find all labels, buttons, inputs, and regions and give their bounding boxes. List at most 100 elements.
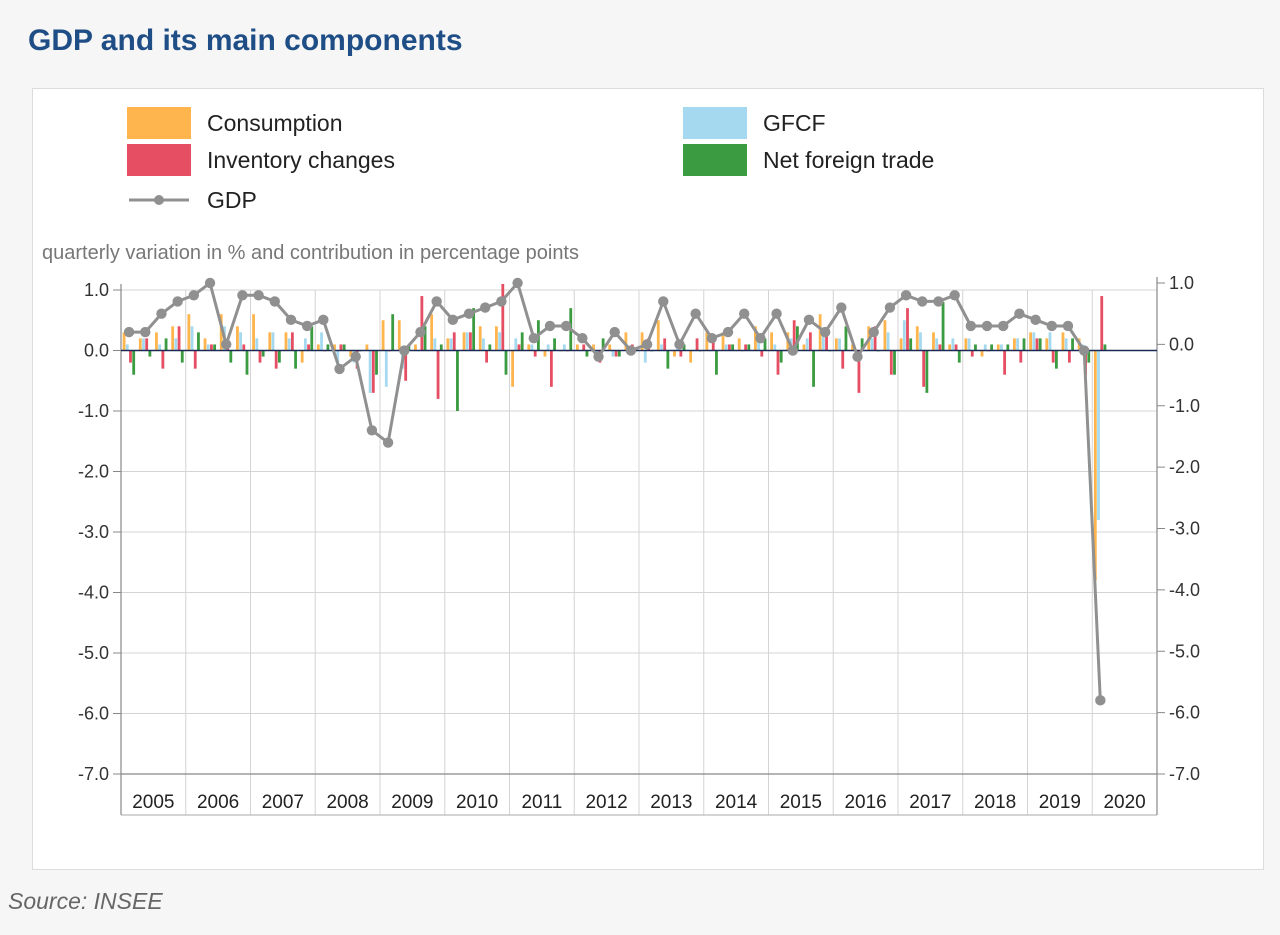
- bar-gfcf: [1032, 332, 1036, 351]
- legend-item-gfcf[interactable]: GFCF: [683, 107, 826, 139]
- bar-inventory-changes: [420, 296, 424, 351]
- bar-net-foreign-trade: [310, 326, 314, 351]
- gdp-point: [1030, 314, 1041, 326]
- bar-net-foreign-trade: [277, 350, 281, 363]
- bar-consumption: [656, 320, 660, 351]
- bar-consumption: [1093, 350, 1097, 581]
- bar-consumption: [527, 344, 531, 351]
- bar-inventory-changes: [258, 350, 262, 363]
- gdp-point: [674, 339, 685, 350]
- gdp-point: [188, 290, 200, 301]
- bar-consumption: [689, 350, 693, 363]
- bar-net-foreign-trade: [520, 332, 524, 351]
- y-tick-label-right: 1.0: [1169, 273, 1194, 293]
- bar-gfcf: [967, 338, 971, 351]
- bar-gfcf: [190, 326, 194, 351]
- bar-net-foreign-trade: [617, 350, 621, 357]
- bar-gfcf: [821, 332, 825, 351]
- bar-net-foreign-trade: [423, 326, 427, 351]
- bar-net-foreign-trade: [1103, 344, 1107, 351]
- gdp-point: [350, 351, 361, 362]
- bar-gfcf: [271, 332, 275, 351]
- bar-inventory-changes: [1051, 350, 1055, 363]
- bar-net-foreign-trade: [731, 344, 735, 351]
- bar-net-foreign-trade: [747, 344, 751, 351]
- bar-inventory-changes: [679, 350, 683, 357]
- legend-item-inventory-changes[interactable]: Inventory changes: [127, 144, 395, 176]
- bar-consumption: [737, 338, 741, 351]
- bar-consumption: [640, 332, 644, 351]
- bar-consumption: [349, 350, 353, 357]
- x-tick-label: 2015: [780, 792, 822, 813]
- bar-inventory-changes: [970, 350, 974, 357]
- gdp-point: [1078, 345, 1090, 356]
- bar-consumption: [1061, 332, 1065, 351]
- bar-net-foreign-trade: [213, 344, 217, 351]
- gdp-point: [156, 308, 167, 319]
- bar-net-foreign-trade: [974, 344, 977, 351]
- legend-item-gdp[interactable]: GDP: [127, 184, 257, 216]
- gdp-point: [868, 326, 879, 338]
- bar-gfcf: [158, 344, 162, 351]
- bar-inventory-changes: [614, 350, 618, 357]
- legend-label: GFCF: [763, 109, 826, 136]
- legend-swatch-net-foreign-trade: [683, 144, 747, 176]
- bar-consumption: [414, 344, 417, 351]
- legend-swatch-consumption: [127, 107, 191, 139]
- legend-item-net-foreign-trade[interactable]: Net foreign trade: [683, 144, 934, 176]
- bar-net-foreign-trade: [439, 344, 443, 351]
- bar-net-foreign-trade: [909, 338, 913, 351]
- bar-inventory-changes: [436, 350, 440, 399]
- bar-inventory-changes: [549, 350, 553, 387]
- bar-net-foreign-trade: [990, 344, 994, 351]
- y-tick-label-left: -6.0: [78, 704, 109, 724]
- bar-consumption: [996, 344, 1000, 351]
- legend-label: Consumption: [207, 109, 343, 136]
- gdp-point: [1046, 320, 1057, 332]
- bar-consumption: [155, 332, 158, 351]
- x-tick-label: 2005: [132, 792, 174, 813]
- gdp-point: [917, 296, 928, 307]
- gdp-point: [318, 314, 329, 326]
- x-tick-label: 2009: [391, 792, 433, 813]
- legend-swatch-gdp: [129, 195, 189, 205]
- bar-gfcf: [384, 350, 388, 387]
- bar-net-foreign-trade: [148, 350, 152, 357]
- gdp-point: [949, 290, 960, 301]
- bar-inventory-changes: [339, 344, 343, 351]
- gdp-point: [1014, 308, 1025, 319]
- gdp-point: [609, 326, 620, 338]
- bar-net-foreign-trade: [456, 350, 459, 411]
- bar-gfcf: [368, 350, 372, 393]
- bar-consumption: [980, 350, 984, 357]
- bar-consumption: [446, 338, 450, 351]
- bar-net-foreign-trade: [779, 350, 783, 363]
- x-tick-label: 2018: [974, 792, 1016, 813]
- gdp-point: [431, 296, 442, 307]
- gdp-line: [129, 279, 1102, 701]
- legend-item-consumption[interactable]: Consumption: [127, 107, 343, 139]
- gdp-point: [658, 296, 669, 307]
- bar-net-foreign-trade: [472, 308, 476, 351]
- bar-net-foreign-trade: [342, 344, 346, 351]
- gdp-point: [512, 277, 523, 289]
- bar-inventory-changes: [889, 350, 893, 375]
- bar-consumption: [964, 338, 968, 351]
- bar-inventory-changes: [744, 344, 748, 351]
- bar-consumption: [333, 344, 336, 351]
- gdp-point: [981, 320, 993, 332]
- x-tick-label: 2016: [844, 792, 886, 813]
- y-tick-label-right: 0.0: [1169, 334, 1194, 354]
- bar-inventory-changes: [517, 344, 521, 351]
- gdp-point: [965, 320, 977, 332]
- bar-consumption: [252, 314, 255, 351]
- bar-inventory-changes: [485, 350, 489, 363]
- bar-gfcf: [870, 338, 874, 351]
- gdp-point: [447, 314, 459, 326]
- bar-inventory-changes: [760, 350, 764, 357]
- y-tick-label-right: -4.0: [1169, 580, 1200, 600]
- legend-label: Net foreign trade: [763, 146, 935, 173]
- bar-gfcf: [320, 332, 323, 351]
- gdp-point: [739, 308, 750, 319]
